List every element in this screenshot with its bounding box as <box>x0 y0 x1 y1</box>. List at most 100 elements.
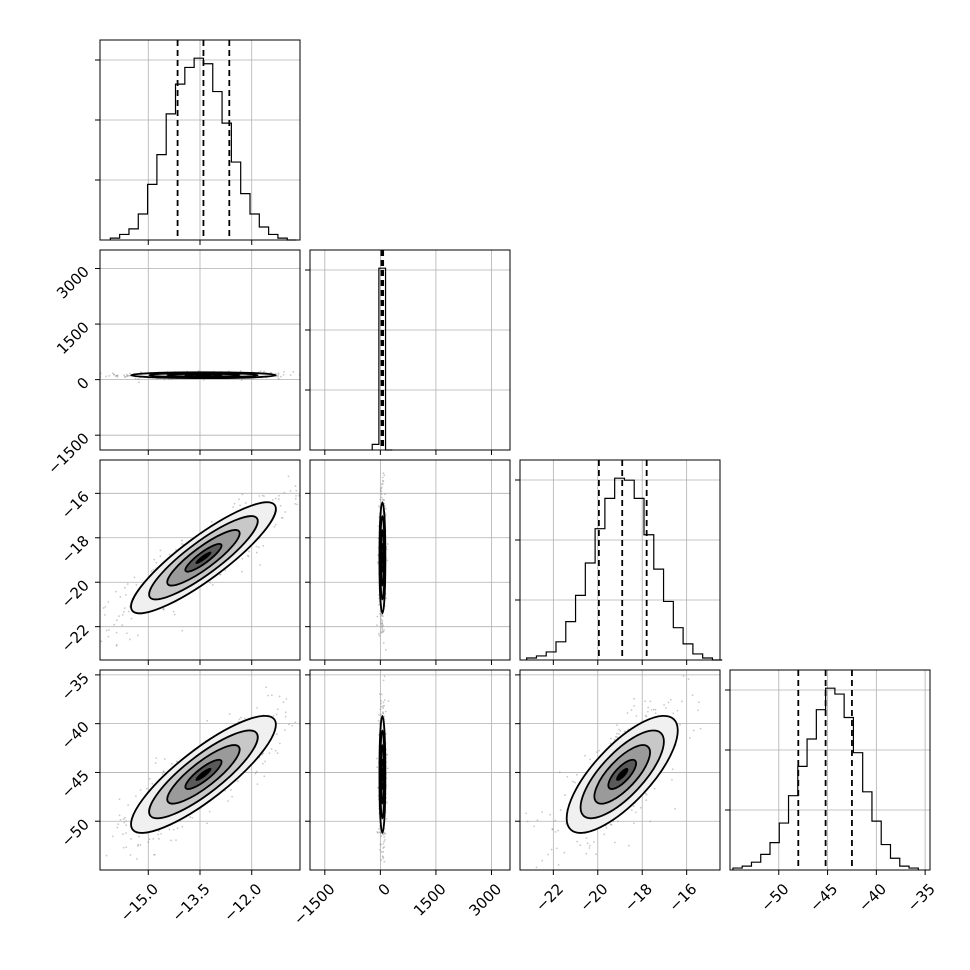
scatter-point <box>380 693 383 696</box>
scatter-point <box>380 493 383 496</box>
scatter-point <box>557 829 560 832</box>
y-tick-label: 3000 <box>53 263 93 303</box>
scatter-point <box>162 607 165 610</box>
scatter-point <box>382 856 385 858</box>
scatter-point <box>635 715 638 717</box>
scatter-point <box>157 830 160 832</box>
x-tick-label: −1500 <box>290 880 339 929</box>
scatter-point <box>256 706 259 709</box>
scatter-point <box>125 820 128 822</box>
scatter-point <box>296 503 298 506</box>
scatter-point <box>385 648 387 651</box>
scatter-point <box>554 819 557 822</box>
scatter-point <box>115 631 118 634</box>
scatter-point <box>206 822 208 825</box>
scatter-point <box>147 841 150 844</box>
scatter-point <box>115 619 118 622</box>
scatter-point <box>278 695 281 698</box>
scatter-point <box>380 835 383 838</box>
scatter-point <box>383 846 386 848</box>
x-tick-label: −35 <box>904 880 939 915</box>
scatter-point <box>121 613 124 616</box>
panel-content <box>100 460 307 647</box>
scatter-point <box>679 723 681 726</box>
scatter-point <box>618 732 620 735</box>
scatter-point <box>384 507 387 510</box>
scatter-point <box>219 573 222 576</box>
scatter-point <box>699 727 702 730</box>
scatter-point <box>130 838 132 840</box>
scatter-point <box>255 545 258 548</box>
scatter-point <box>121 624 124 627</box>
scatter-point <box>118 615 120 618</box>
scatter-point <box>153 853 155 856</box>
scatter-point <box>256 783 259 786</box>
x-tick-label: −16 <box>665 880 700 915</box>
scatter-point <box>258 495 261 497</box>
scatter-point <box>381 855 384 858</box>
scatter-point <box>584 754 586 757</box>
scatter-point <box>111 372 114 375</box>
scatter-point <box>271 499 274 501</box>
scatter-point <box>137 843 140 846</box>
scatter-point <box>117 823 120 826</box>
scatter-point <box>159 549 162 552</box>
x-tick-label: 3000 <box>466 880 506 920</box>
scatter-point <box>378 603 380 606</box>
scatter-point <box>305 486 307 488</box>
scatter-point <box>125 824 128 826</box>
scatter-point <box>134 377 137 380</box>
scatter-point <box>663 703 666 706</box>
scatter-point <box>377 525 380 528</box>
scatter-point <box>614 735 617 738</box>
scatter-point <box>525 812 528 815</box>
scatter-point <box>274 523 277 526</box>
contour-line <box>148 515 259 601</box>
scatter-point <box>376 561 379 564</box>
scatter-point <box>632 805 635 808</box>
scatter-point <box>232 506 234 508</box>
scatter-point <box>379 713 382 716</box>
scatter-point <box>122 611 125 613</box>
scatter-point <box>376 624 378 627</box>
scatter-point <box>125 846 128 849</box>
panel-frame <box>519 459 721 661</box>
scatter-point <box>148 777 151 780</box>
scatter-point <box>275 733 278 735</box>
scatter-point <box>585 837 588 839</box>
contour-line <box>380 542 385 573</box>
scatter-point <box>383 505 386 507</box>
scatter-point <box>240 379 243 381</box>
scatter-point <box>261 494 264 497</box>
y-tick-label: −35 <box>58 669 93 704</box>
scatter-point <box>277 372 280 375</box>
panel-frame <box>309 669 511 871</box>
scatter-point <box>610 823 613 826</box>
scatter-point <box>111 835 114 838</box>
scatter-point <box>268 752 271 755</box>
scatter-point <box>383 699 386 702</box>
scatter-point <box>155 757 158 760</box>
scatter-point <box>377 786 380 789</box>
scatter-point <box>292 370 295 373</box>
scatter-point <box>382 850 385 853</box>
scatter-point <box>383 493 386 496</box>
scatter-point <box>382 624 384 627</box>
scatter-point <box>616 736 619 739</box>
scatter-point <box>127 804 130 807</box>
scatter-point <box>163 758 166 760</box>
scatter-point <box>159 555 162 558</box>
scatter-point <box>383 836 386 838</box>
scatter-point <box>291 724 294 727</box>
contour-line <box>579 729 665 820</box>
scatter-point <box>34 373 36 375</box>
scatter-point <box>382 472 385 475</box>
scatter-point <box>289 490 292 492</box>
scatter-point <box>244 717 246 720</box>
panel-content <box>376 675 390 863</box>
scatter-point <box>105 854 108 857</box>
scatter-point <box>377 719 380 722</box>
scatter-point <box>623 730 626 733</box>
scatter-point <box>127 610 130 613</box>
scatter-point <box>115 374 118 377</box>
